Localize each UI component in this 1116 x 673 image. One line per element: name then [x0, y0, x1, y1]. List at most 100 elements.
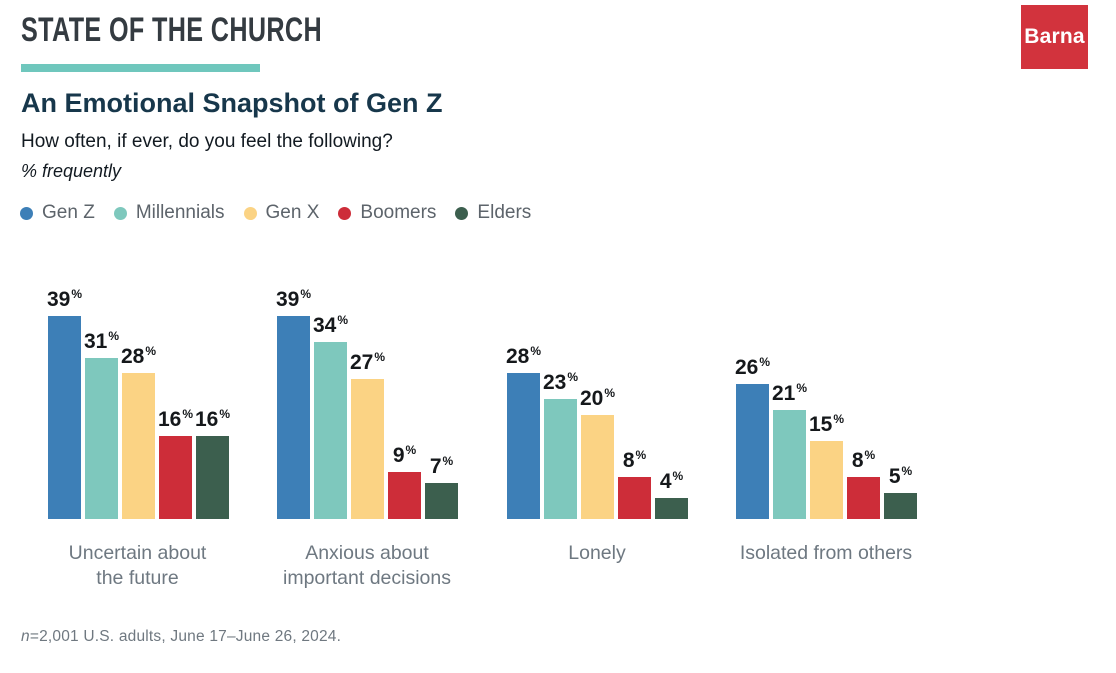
bar-cell-elders: 4%	[655, 470, 688, 519]
bar-value-label: 16%	[195, 408, 230, 430]
bar-elders	[655, 498, 688, 519]
bar-value-label: 28%	[121, 345, 156, 367]
bar-value-number: 8	[622, 449, 635, 473]
bar-value-number: 28	[120, 345, 145, 369]
bar-value-label: 39%	[47, 288, 82, 310]
legend-dot-boomers	[338, 206, 352, 220]
bar-gen-z	[277, 316, 310, 519]
legend-dot-gen-z	[20, 206, 33, 220]
bar-cell-gen-x: 27%	[350, 351, 385, 519]
bar-gen-z	[507, 373, 540, 519]
legend-item-gen-x: Gen X	[243, 202, 319, 224]
bar-group-anxious-about: 39% 34% 27% 9% 7%	[276, 288, 458, 519]
percent-sign: %	[405, 443, 417, 458]
footnote: n=2,001 U.S. adults, June 17–June 26, 20…	[21, 628, 341, 646]
bar-gen-x	[122, 373, 155, 519]
percent-sign: %	[833, 412, 845, 426]
bar-value-number: 8	[851, 449, 864, 473]
category-label: Anxious about important decisions	[283, 542, 451, 590]
bar-value-number: 21	[771, 381, 796, 405]
bar-value-label: 5%	[889, 465, 912, 487]
bar-gen-x	[810, 441, 843, 519]
brand-title: STATE OF THE CHURCH	[21, 11, 323, 49]
bar-value-label: 34%	[313, 314, 348, 336]
bar-value-label: 26%	[735, 356, 770, 378]
bar-value-number: 16	[157, 407, 182, 431]
percent-sign: %	[71, 287, 83, 302]
legend-dot-gen-x	[243, 206, 257, 220]
legend-item-millennials: Millennials	[113, 202, 225, 224]
percent-sign: %	[604, 386, 616, 400]
bar-group-isolated-from-others: 26% 21% 15% 8% 5%	[735, 356, 917, 519]
percent-sign: %	[374, 349, 386, 364]
legend-item-boomers: Boomers	[338, 202, 436, 224]
percent-sign: %	[567, 370, 579, 385]
bar-value-label: 16%	[158, 408, 193, 430]
bar-cell-boomers: 9%	[388, 444, 421, 519]
bar-value-number: 23	[542, 371, 567, 395]
bar-cell-gen-z: 28%	[506, 345, 541, 519]
percent-sign: %	[442, 453, 454, 468]
percent-sign: %	[145, 344, 157, 359]
page-title: An Emotional Snapshot of Gen Z	[21, 88, 443, 118]
bar-value-number: 31	[83, 329, 108, 353]
bar-cell-millennials: 34%	[313, 314, 348, 519]
bar-cell-millennials: 21%	[771, 380, 808, 519]
bar-millennials	[544, 399, 577, 519]
bar-cell-gen-x: 20%	[579, 386, 616, 519]
legend-label: Elders	[477, 202, 532, 223]
bar-cell-gen-z: 39%	[47, 288, 82, 519]
percent-sign: %	[108, 328, 120, 343]
bar-value-number: 15	[808, 413, 833, 436]
legend-item-elders: Elders	[455, 202, 531, 224]
unit-note: % frequently	[21, 161, 122, 181]
legend-label: Millennials	[135, 202, 225, 223]
bar-millennials	[314, 342, 347, 519]
bar-value-label: 4%	[660, 470, 683, 492]
bar-cell-gen-x: 28%	[121, 345, 156, 519]
percent-sign: %	[182, 406, 194, 421]
bar-cell-gen-z: 26%	[735, 356, 770, 519]
category-label: Uncertain about the future	[68, 542, 207, 590]
bar-value-label: 8%	[623, 449, 646, 471]
bar-group-lonely: 28% 23% 20% 8% 4%	[506, 345, 688, 519]
bar-group-uncertain-about: 39% 31% 28% 16% 16%	[47, 288, 230, 519]
bar-cell-elders: 5%	[884, 465, 917, 519]
bar-boomers	[159, 435, 192, 519]
bar-gen-z	[736, 383, 769, 519]
bar-value-label: 15%	[809, 413, 844, 435]
percent-sign: %	[864, 448, 876, 463]
bar-elders	[425, 482, 458, 519]
bar-elders	[196, 435, 229, 519]
bar-value-number: 4	[659, 470, 672, 494]
chart-question: How often, if ever, do you feel the foll…	[21, 131, 393, 152]
bar-gen-z	[48, 316, 81, 519]
bar-cell-gen-x: 15%	[809, 413, 844, 519]
bar-cell-boomers: 8%	[847, 449, 880, 519]
bar-value-number: 9	[392, 444, 405, 468]
bar-value-number: 39	[46, 288, 71, 312]
bar-value-label: 28%	[506, 345, 541, 367]
legend-label: Boomers	[360, 202, 437, 223]
percent-sign: %	[796, 380, 808, 395]
bar-value-number: 27	[349, 350, 374, 374]
bar-value-number: 20	[579, 387, 604, 410]
bar-value-number: 16	[194, 407, 219, 431]
bar-value-number: 7	[429, 454, 442, 478]
legend-dot-elders	[455, 206, 469, 220]
bar-value-label: 23%	[543, 371, 578, 393]
bar-value-label: 39%	[276, 288, 311, 310]
bar-cell-elders: 7%	[425, 455, 458, 519]
bar-millennials	[773, 409, 806, 519]
percent-sign: %	[337, 313, 349, 328]
legend: Gen Z Millennials Gen X Boomers Elders	[20, 202, 531, 224]
percent-sign: %	[901, 464, 913, 478]
bar-boomers	[388, 472, 421, 519]
bar-value-number: 39	[275, 288, 300, 312]
legend-item-gen-z: Gen Z	[20, 202, 95, 224]
bar-value-label: 27%	[350, 351, 385, 373]
bar-cell-millennials: 23%	[543, 371, 578, 519]
barna-logo: Barna	[1021, 5, 1088, 69]
percent-sign: %	[759, 354, 771, 369]
